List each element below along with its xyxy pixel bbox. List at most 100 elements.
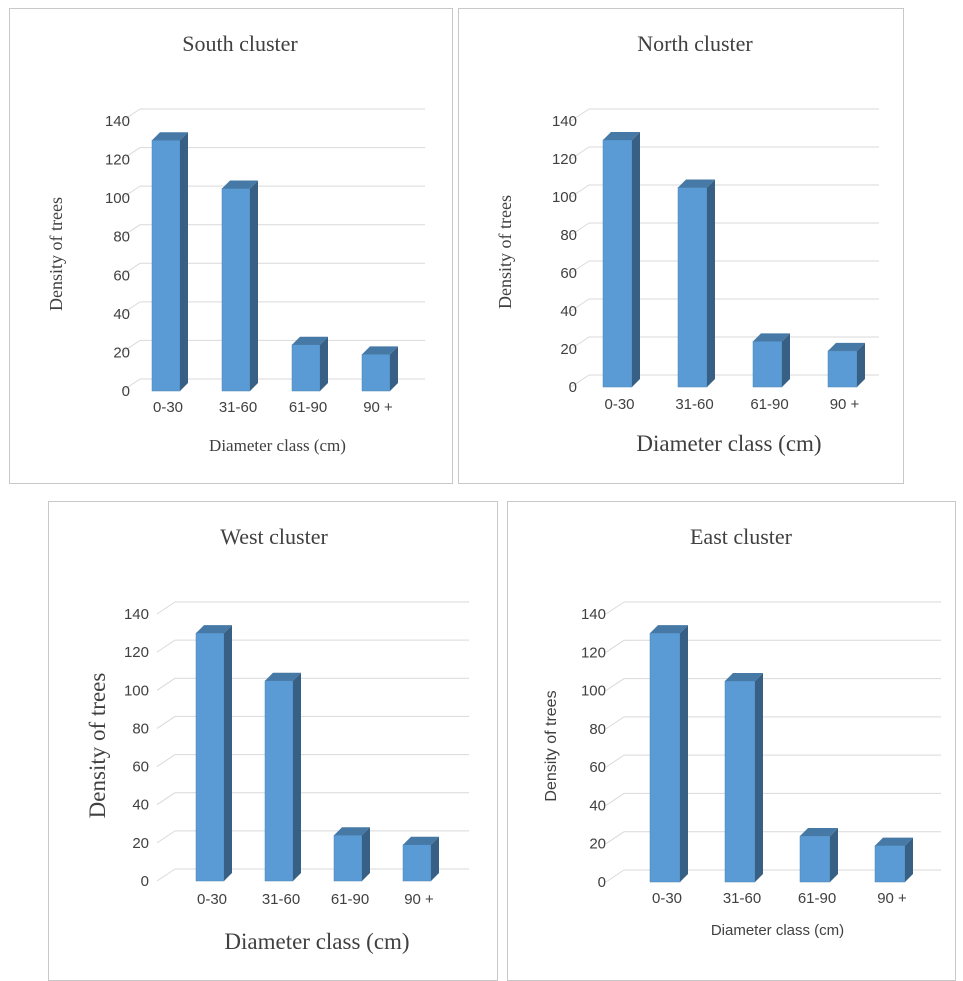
gridline-diagonal [605, 639, 625, 653]
chart-svg-south: South cluster 0 20 40 60 80 100 120 140 0-30 31-60… [46, 31, 425, 455]
bar-side [180, 132, 188, 391]
chart-panel-west: West cluster 0 20 40 60 80 100 120 140 0-30 31-60 6… [48, 501, 498, 981]
gridline-diagonal [570, 260, 590, 274]
gridline-diagonal [605, 716, 625, 730]
bar-side [707, 179, 715, 387]
y-axis-label: Density of trees [543, 690, 560, 801]
bar-top [650, 625, 688, 634]
y-tick-label: 20 [560, 341, 577, 358]
x-tick-label: 0-30 [153, 399, 183, 416]
bar-top [196, 625, 232, 634]
gridline-diagonal [156, 677, 176, 691]
y-tick-label: 0 [122, 383, 130, 400]
chart-title: West cluster [220, 524, 328, 549]
bar-side [755, 673, 763, 882]
gridline-diagonal [121, 108, 141, 122]
y-tick-label: 80 [560, 227, 577, 244]
x-tick-label: 31-60 [219, 399, 257, 416]
gridline-diagonal [570, 108, 590, 122]
gridline-diagonal [121, 378, 141, 392]
x-tick-label: 61-90 [798, 890, 836, 907]
gridline-diagonal [121, 301, 141, 315]
x-tick-label: 31-60 [262, 891, 300, 908]
y-tick-label: 80 [132, 720, 149, 737]
bar-side [250, 180, 258, 391]
x-tick-label: 61-90 [750, 396, 788, 413]
y-tick-label: 60 [132, 759, 149, 776]
x-axis-label: Diameter class (cm) [636, 431, 821, 456]
bar-front [799, 835, 831, 883]
bar-top [265, 672, 301, 681]
y-tick-label: 120 [124, 644, 149, 661]
y-tick-label: 120 [581, 644, 606, 661]
gridline-diagonal [121, 340, 141, 353]
bar-front [333, 834, 363, 882]
gridline-diagonal [570, 298, 590, 312]
y-tick-label: 120 [105, 152, 130, 169]
y-tick-label: 40 [589, 797, 606, 814]
y-tick-label: 20 [113, 344, 130, 361]
chart-title: South cluster [182, 31, 298, 56]
bar-top [403, 836, 439, 845]
bar-side [830, 828, 838, 882]
x-axis-label: Diameter class (cm) [209, 436, 346, 455]
bar-side [905, 837, 913, 882]
bar-front [677, 187, 708, 388]
y-tick-label: 60 [589, 759, 606, 776]
y-tick-label: 100 [124, 682, 149, 699]
gridline-diagonal [121, 147, 141, 160]
bar-top [334, 827, 370, 836]
bar-side [390, 346, 398, 391]
y-tick-label: 120 [552, 151, 577, 168]
bar-front [195, 632, 225, 882]
gridline-diagonal [156, 639, 176, 653]
y-tick-label: 40 [113, 306, 130, 323]
bar-front [752, 341, 783, 388]
bar-top [753, 333, 790, 342]
gridline-diagonal [605, 601, 625, 615]
gridline-diagonal [570, 184, 590, 198]
bar-front [649, 632, 681, 883]
bar-top [875, 837, 913, 846]
bar-front [402, 844, 432, 882]
bar-side [320, 336, 328, 391]
gridline-diagonal [570, 374, 590, 388]
y-tick-label: 60 [113, 267, 130, 284]
y-tick-label: 140 [105, 113, 130, 130]
y-tick-label: 80 [589, 721, 606, 738]
gridline-diagonal [121, 224, 141, 238]
y-tick-label: 100 [105, 190, 130, 207]
bar-top [362, 346, 398, 355]
x-tick-label: 90 + [830, 396, 860, 413]
bar-side [782, 333, 790, 387]
gridline-diagonal [121, 262, 141, 276]
x-tick-label: 90 + [404, 891, 434, 908]
bar-front [151, 140, 181, 392]
bar-top [678, 179, 715, 188]
bar-top [222, 180, 258, 189]
chart-panel-north: North cluster 0 20 40 60 80 100 120 140 0-30 31-60… [458, 8, 904, 484]
gridline-diagonal [605, 869, 625, 883]
y-tick-label: 40 [132, 797, 149, 814]
gridline-diagonal [156, 792, 176, 806]
bar-front [361, 354, 391, 392]
x-tick-label: 0-30 [197, 891, 227, 908]
y-tick-label: 0 [598, 874, 606, 891]
chart-title: East cluster [690, 524, 793, 549]
chart-svg-north: North cluster 0 20 40 60 80 100 120 140 0-30 31-60… [495, 31, 879, 456]
x-tick-label: 61-90 [289, 399, 327, 416]
bar-side [857, 342, 865, 387]
chart-panel-south: South cluster 0 20 40 60 80 100 120 140 0-30 31-60… [9, 8, 453, 484]
y-tick-label: 140 [552, 113, 577, 130]
y-tick-label: 140 [581, 606, 606, 623]
y-tick-label: 0 [569, 379, 577, 396]
gridline-diagonal [570, 336, 590, 350]
gridline-diagonal [605, 831, 625, 845]
x-tick-label: 0-30 [604, 396, 634, 413]
gridline-diagonal [570, 222, 590, 236]
y-tick-label: 100 [581, 683, 606, 700]
chart-panel-east: East cluster 0 20 40 60 80 100 120 140 0-30 31-60 6… [507, 501, 956, 981]
gridline-diagonal [156, 830, 176, 844]
x-tick-label: 31-60 [675, 396, 713, 413]
x-tick-label: 90 + [363, 399, 393, 416]
